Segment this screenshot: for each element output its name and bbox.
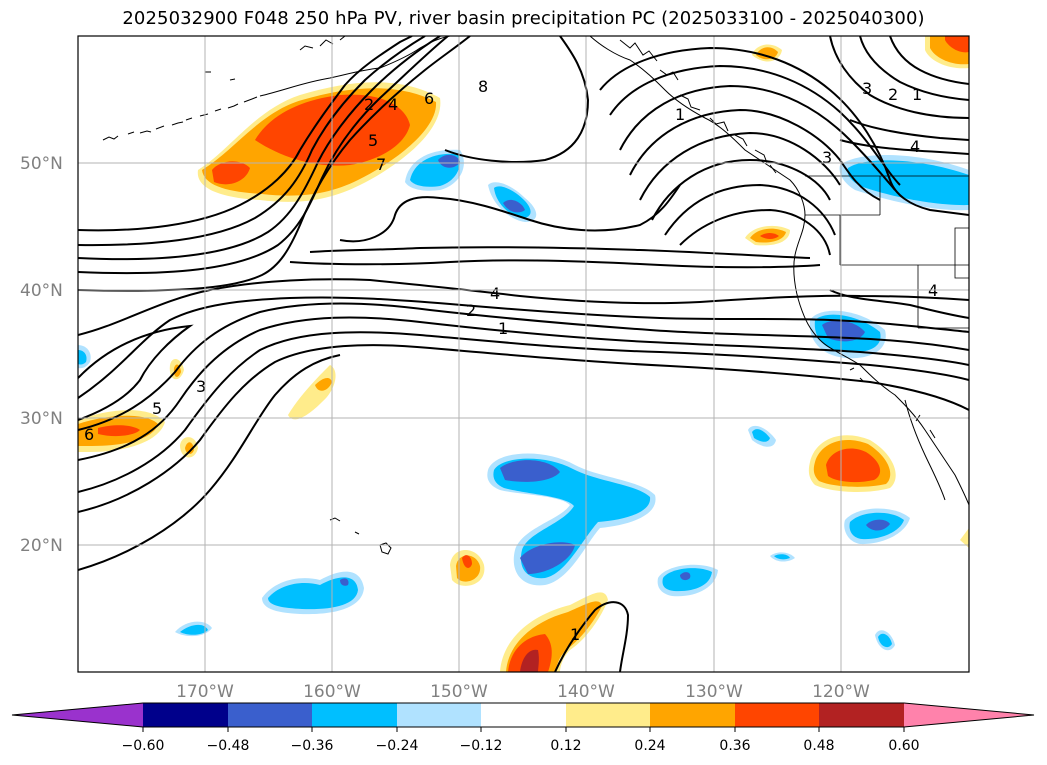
map-frame [77,35,970,673]
contour-label: 3 [196,377,206,396]
contour-label: 6 [424,89,434,108]
lon-label-170w: 170°W [176,682,234,702]
contour-label: 2 [466,301,476,320]
colorbar-segment [481,703,566,727]
colorbar-segment [650,703,735,727]
lon-label-160w: 160°W [303,682,361,702]
colorbar-extend-low [12,703,143,727]
contour-label: 4 [388,95,398,114]
lon-label-140w: 140°W [557,682,615,702]
contour-label: 3 [822,148,832,167]
colorbar-segment [228,703,312,727]
political-borders [805,175,969,329]
lat-label-30n: 30°N [20,409,63,429]
graticule [78,36,969,672]
contour-label: 8 [478,77,488,96]
lon-labels: 170°W 160°W 150°W 140°W 130°W 120°W [176,682,870,702]
colorbar-segment [143,703,228,727]
colorbar-tick: −0.24 [376,738,419,754]
contour-label: 5 [368,131,378,150]
colorbar-tick: 0.60 [888,738,919,754]
colorbar-segment [397,703,481,727]
contour-label: 1 [570,625,580,644]
colorbar-tick: 0.12 [550,738,581,754]
colorbar-tick: 0.48 [803,738,834,754]
colorbar-tick: −0.60 [122,738,165,754]
lat-label-50n: 50°N [20,154,63,174]
colorbar-tick: −0.12 [460,738,503,754]
colorbar-segment [566,703,650,727]
chart-title: 2025032900 F048 250 hPa PV, river basin … [122,8,925,29]
colorbar-segment [312,703,397,727]
contour-label: 4 [910,137,920,156]
colorbar-tick: −0.48 [207,738,250,754]
colorbar-tick: 0.36 [719,738,750,754]
colorbar: −0.60 −0.48 −0.36 −0.24 −0.12 0.12 0.24 … [11,702,1035,754]
contour-label: 4 [490,284,500,303]
contour-label: 7 [376,155,386,174]
colorbar-segment [735,703,819,727]
pv-contours [78,36,969,672]
contour-label: 1 [912,85,922,104]
lon-label-150w: 150°W [430,682,488,702]
lon-label-120w: 120°W [812,682,870,702]
contour-label: 1 [498,319,508,338]
map-area: 8 2 4 5 6 7 1 3 2 1 3 4 4 2 1 3 5 6 1 4 [78,36,969,672]
contour-label: 2 [888,85,898,104]
precip-shading [78,36,969,672]
lat-label-40n: 40°N [20,281,63,301]
colorbar-segment [819,703,904,727]
lat-label-20n: 20°N [20,536,63,556]
contour-label: 3 [862,79,872,98]
colorbar-extend-high [904,703,1034,727]
colorbar-tick: 0.24 [634,738,665,754]
contour-label: 6 [84,425,94,444]
lon-label-130w: 130°W [685,682,743,702]
colorbar-tick: −0.36 [291,738,334,754]
lat-labels: 50°N 40°N 30°N 20°N [20,154,63,556]
contour-label: 5 [152,399,162,418]
contour-label: 1 [675,105,685,124]
contour-label: 2 [364,95,374,114]
